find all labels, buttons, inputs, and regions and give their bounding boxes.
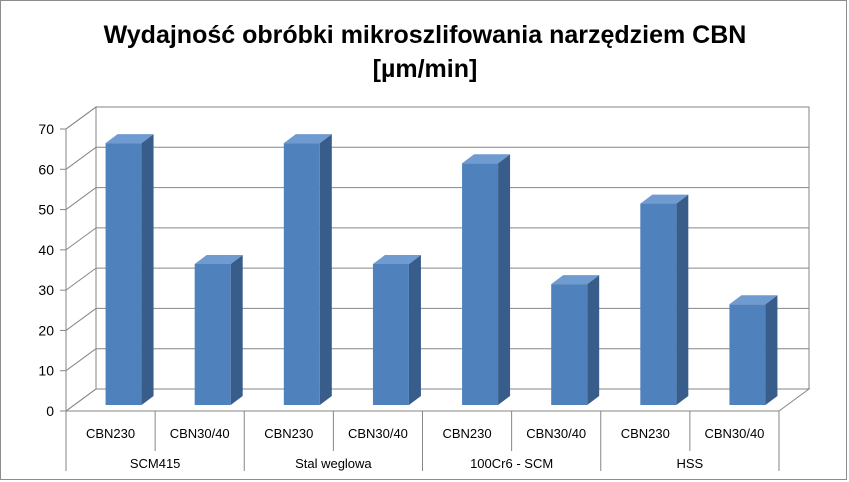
gridline-side: [65, 348, 97, 372]
bar-side: [319, 134, 332, 405]
y-tick-label: 0: [46, 403, 54, 419]
bars: [105, 134, 778, 405]
bar-front: [105, 143, 142, 405]
x-tick-label: CBN30/40: [170, 426, 230, 441]
bar-top: [462, 154, 511, 164]
x-group-label: HSS: [677, 456, 704, 471]
y-tick-label: 10: [38, 363, 54, 379]
y-tick-label: 30: [38, 282, 54, 298]
bar: [194, 255, 243, 405]
x-tick-label: CBN30/40: [526, 426, 586, 441]
gridline-side: [65, 146, 97, 170]
side-wall: [65, 106, 97, 412]
bar: [640, 194, 689, 405]
x-group-label: SCM415: [130, 456, 181, 471]
bar-front: [283, 143, 320, 405]
x-axis: CBN230 CBN30/40 CBN230 CBN30/40 CBN230 CBN30/…: [65, 410, 780, 471]
bar-side: [230, 255, 243, 405]
chart-subtitle: [µm/min]: [373, 55, 478, 83]
y-tick-label: 40: [38, 242, 54, 258]
gridline-side: [65, 267, 97, 291]
y-tick-label: 50: [38, 202, 54, 218]
bar: [729, 295, 778, 405]
bar-top: [640, 194, 689, 204]
bar-front: [194, 264, 231, 405]
bar-side: [498, 154, 511, 405]
y-tick-label: 70: [38, 121, 54, 137]
bar-front: [729, 304, 766, 405]
bar: [551, 275, 600, 405]
floor: [64, 388, 811, 412]
bar-front: [640, 203, 677, 405]
x-tick-label: CBN30/40: [348, 426, 408, 441]
gridline-side: [65, 187, 97, 210]
bar-top: [372, 255, 421, 264]
x-group-label: 100Cr6 - SCM: [470, 456, 553, 471]
bar-side: [408, 255, 421, 405]
bar-front: [462, 163, 499, 405]
bar-side: [141, 134, 154, 405]
chart-title: Wydajność obróbki mikroszlifowania narzę…: [104, 21, 747, 49]
bar: [462, 154, 511, 405]
gridline-side: [65, 106, 97, 130]
bar-side: [676, 194, 689, 405]
bar: [372, 255, 421, 405]
bar-top: [729, 295, 778, 305]
bar-side: [765, 295, 778, 405]
bar-top: [283, 134, 332, 144]
x-tick-label: CBN30/40: [704, 426, 764, 441]
bar: [283, 134, 332, 405]
y-tick-label: 60: [38, 161, 54, 177]
bar-side: [587, 275, 600, 405]
chart-walls: [64, 106, 811, 412]
y-axis-ticks: 0 10 20 30 40 50 60 70: [38, 121, 67, 419]
bar-front: [372, 264, 409, 405]
y-tick-label: 20: [38, 322, 54, 338]
bar-top: [551, 275, 600, 285]
gridline-side: [65, 308, 97, 331]
bar-front: [551, 284, 588, 405]
x-group-label: Stal weglowa: [295, 456, 372, 471]
x-tick-label: CBN230: [621, 426, 670, 441]
bar-top: [194, 255, 243, 264]
bar: [105, 134, 154, 405]
gridlines: [65, 106, 809, 372]
bar-top: [105, 134, 154, 144]
x-tick-label: CBN230: [264, 426, 313, 441]
x-tick-label: CBN230: [86, 426, 135, 441]
gridline-side: [65, 227, 97, 251]
x-tick-label: CBN230: [442, 426, 491, 441]
